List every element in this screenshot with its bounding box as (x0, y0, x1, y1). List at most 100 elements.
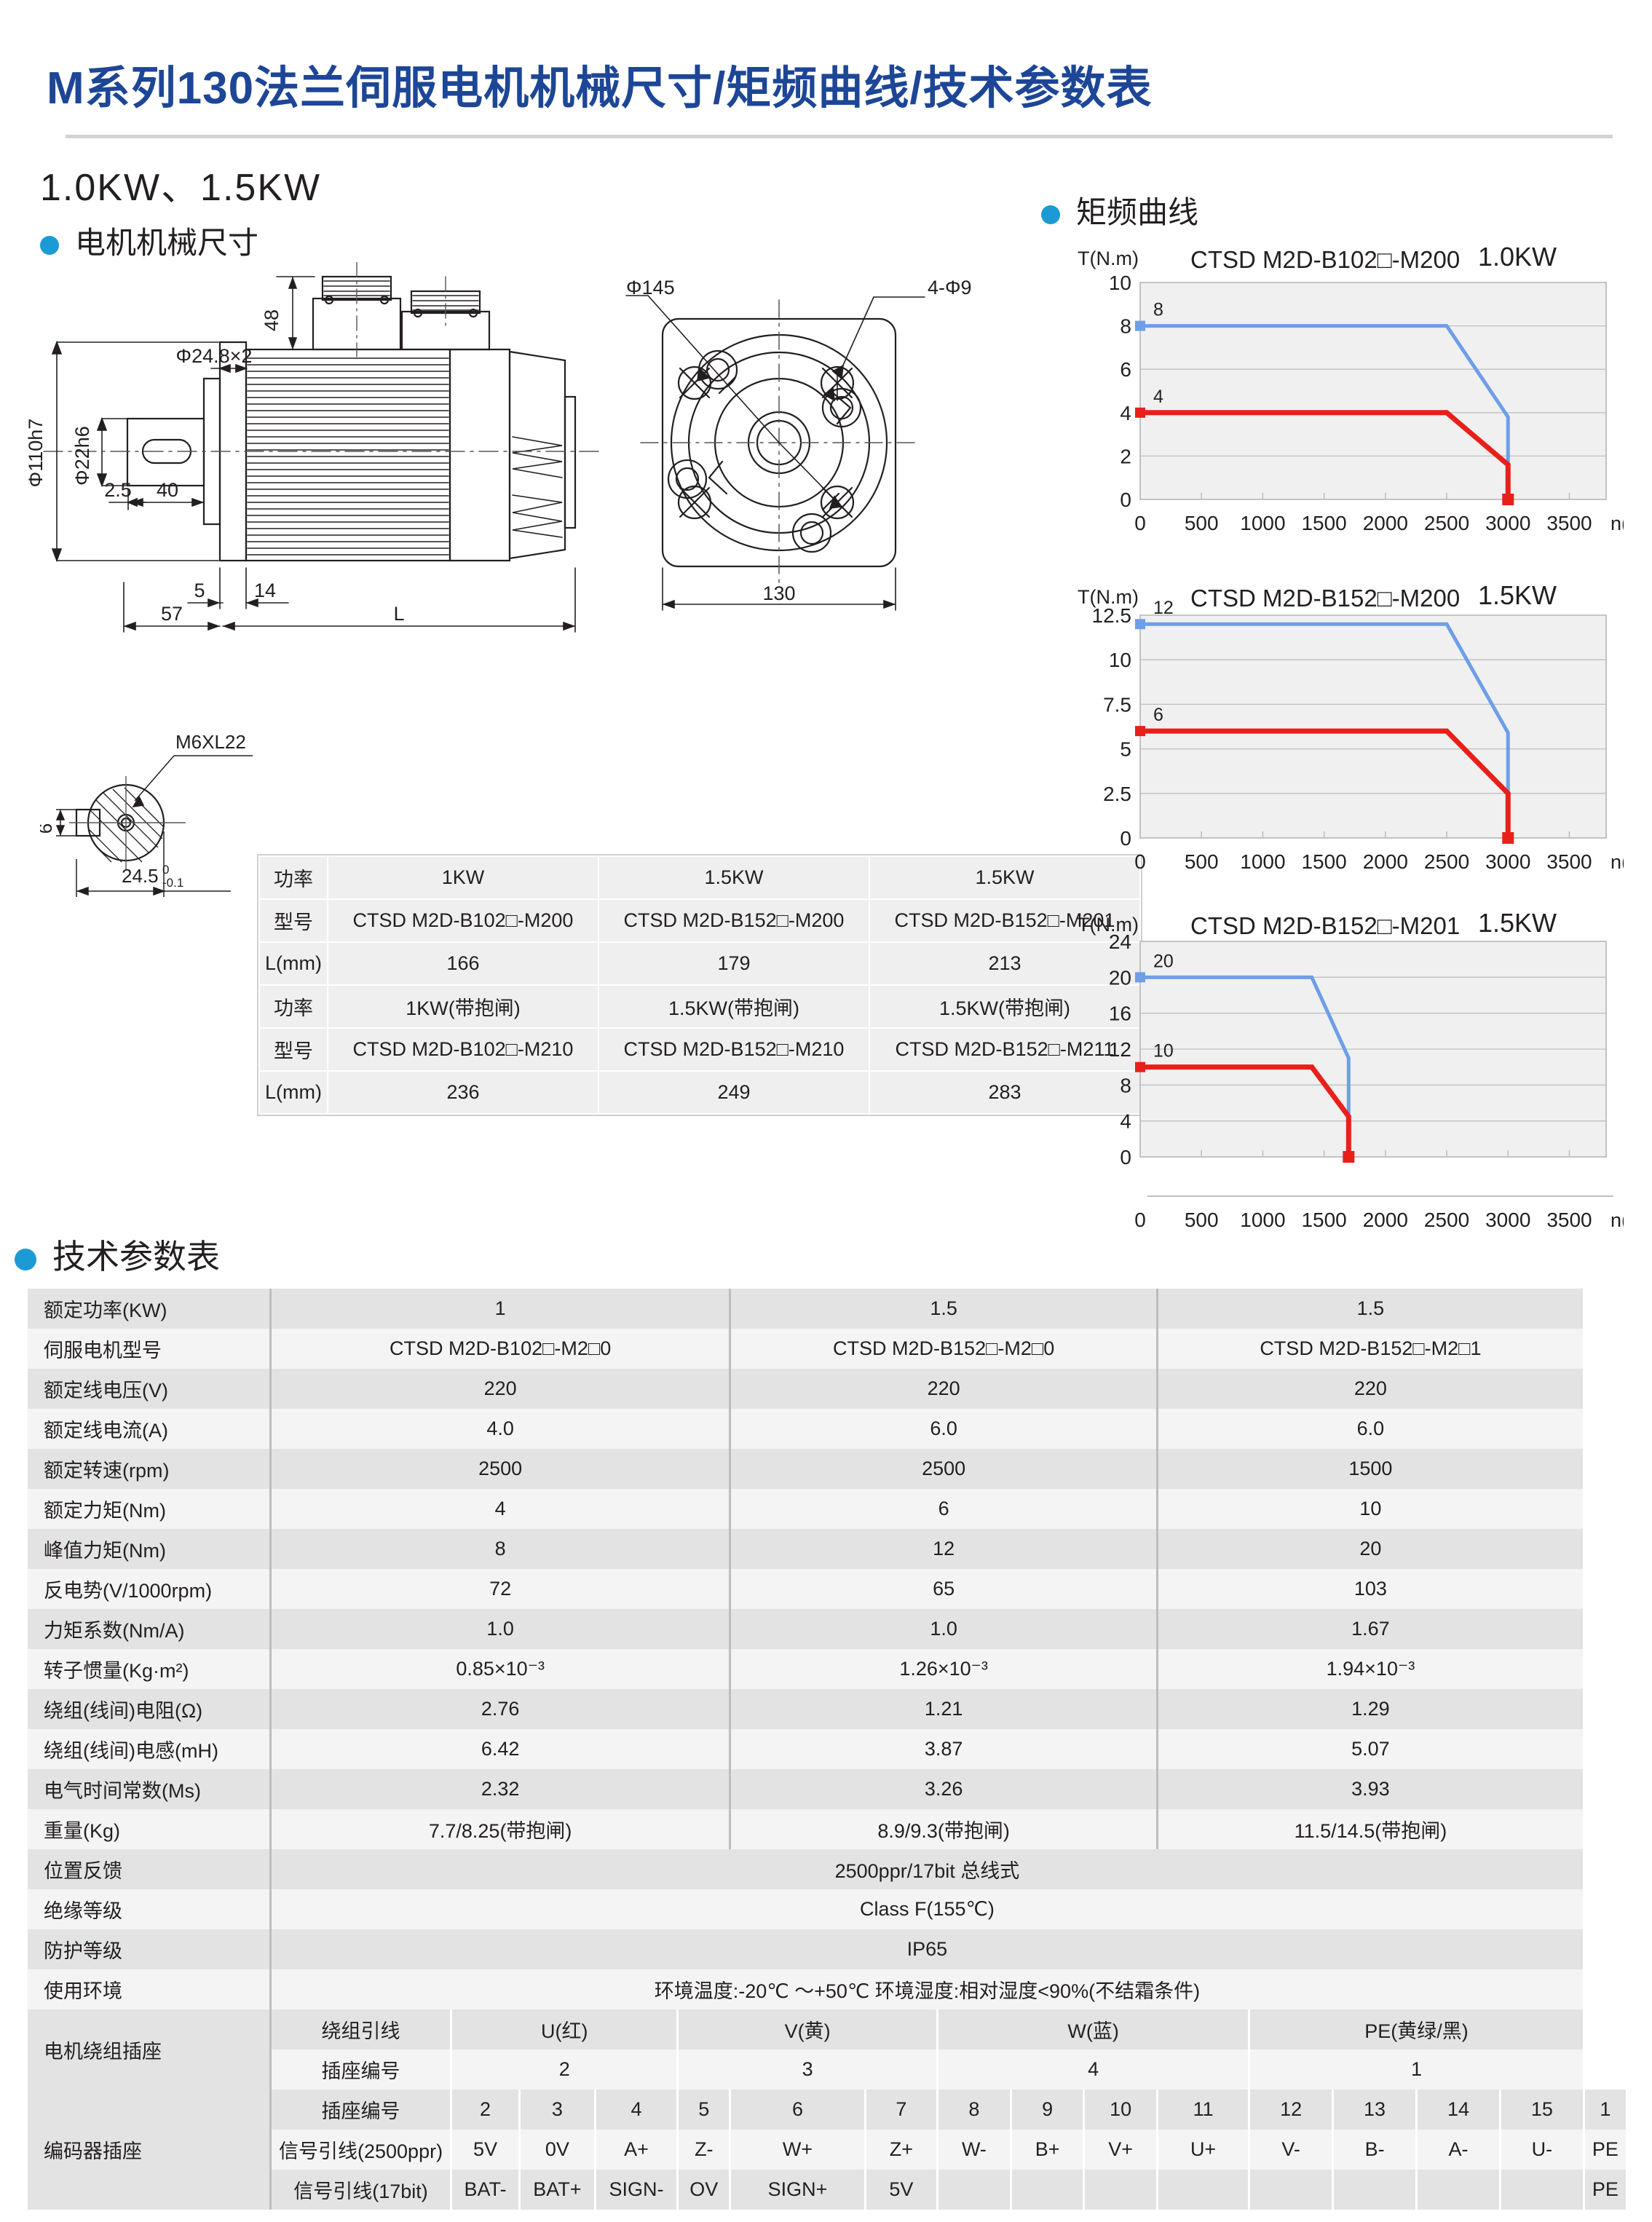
cell: 8.9/9.3(带抱闸) (729, 1809, 1158, 1849)
table-row: 额定力矩(Nm) 4 6 10 (28, 1489, 1627, 1529)
cell: 1KW (327, 855, 599, 900)
cell (1415, 2170, 1501, 2210)
cell: U+ (1155, 2130, 1251, 2170)
cell: 11 (1155, 2089, 1251, 2130)
cell: 1.5KW (869, 855, 1141, 900)
dim-phi24-8: Φ24.8×2 (176, 345, 253, 367)
y-tick-label: 4 (1120, 1110, 1131, 1133)
table-row: 伺服电机型号 CTSD M2D-B102□-M2□0 CTSD M2D-B152□-… (28, 1329, 1627, 1369)
cell: CTSD M2D-B102□-M210 (327, 1027, 599, 1072)
cell: B- (1332, 2130, 1418, 2170)
cell: 220 (729, 1369, 1158, 1409)
cell (936, 2170, 1012, 2210)
cell: 2 (450, 2089, 521, 2130)
sub-label: 信号引线(17bit) (269, 2170, 453, 2210)
series-marker (1135, 407, 1145, 418)
table-row: 使用环境 环境温度:-20℃ ～+50℃ 环境湿度:相对湿度<90%(不结霜条件) (28, 1969, 1627, 2009)
cell: 213 (869, 941, 1141, 986)
cell: 6.0 (729, 1409, 1158, 1449)
cell: 2500 (729, 1449, 1158, 1489)
cell: 12 (1248, 2089, 1335, 2130)
row-label: 额定线电流(A) (28, 1409, 272, 1449)
section-tech-params: 技术参数表 (15, 1230, 220, 1278)
cell (1155, 2170, 1251, 2210)
cell: 2500 (269, 1449, 732, 1489)
sub-label: 信号引线(2500ppr) (269, 2130, 453, 2170)
row-label: 功率 (258, 984, 328, 1029)
dim-130: 130 (762, 582, 795, 604)
cell: 3.87 (729, 1729, 1158, 1769)
table-row: 绕组(线间)电阻(Ω) 2.76 1.21 1.29 (28, 1689, 1627, 1729)
row-label: 额定转速(rpm) (28, 1449, 272, 1489)
cell: BAT+ (518, 2170, 596, 2210)
cell: CTSD M2D-B152□-M210 (598, 1027, 870, 1072)
y-tick-label: 2 (1120, 445, 1131, 467)
x-tick-label: 0 (1134, 850, 1146, 873)
x-tick-label: 3000 (1485, 512, 1530, 534)
dim-L: L (393, 603, 404, 625)
bullet-icon (15, 1248, 36, 1270)
dim-phi110h7: Φ110h7 (25, 419, 47, 488)
cell: 8 (936, 2089, 1012, 2130)
section-motor-dimensions-label: 电机机械尺寸 (75, 226, 259, 260)
row-label: 绕组(线间)电阻(Ω) (28, 1689, 272, 1729)
table-row: 额定线电压(V) 220 220 220 (28, 1369, 1627, 1409)
key-24-5-lower: -0.1 (162, 876, 183, 890)
series-marker (1135, 320, 1145, 331)
cell: V- (1248, 2130, 1335, 2170)
cell: OV (676, 2170, 732, 2210)
cell: 0V (518, 2130, 596, 2170)
cell: 15 (1498, 2089, 1585, 2130)
cell: U- (1498, 2130, 1585, 2170)
cell: 1.5 (729, 1289, 1158, 1329)
cell: 166 (327, 941, 599, 986)
chart-power-label: 1.5KW (1478, 908, 1557, 938)
technical-parameters-table: 额定功率(KW) 1 1.5 1.5 伺服电机型号 CTSD M2D-B102□-M2□0… (28, 1289, 1629, 2210)
x-axis-label: n(rpm) (1610, 851, 1624, 873)
row-label: 反电势(V/1000rpm) (28, 1569, 272, 1609)
x-tick-label: 0 (1134, 1209, 1146, 1231)
table-row: 信号引线(17bit) BAT- BAT+ SIGN- OV SIGN+ 5V PE (28, 2170, 1629, 2210)
cell: 5V (863, 2170, 938, 2210)
series-marker (1502, 494, 1514, 505)
series-marker (1343, 1151, 1355, 1163)
row-label: 型号 (258, 1027, 328, 1072)
x-tick-label: 1000 (1240, 850, 1285, 873)
dim-48: 48 (261, 309, 282, 331)
chart-model-title: CTSD M2D-B102□-M200 (1190, 246, 1461, 273)
cell: 13 (1332, 2089, 1418, 2130)
cell: CTSD M2D-B152□-M200 (598, 898, 870, 943)
chart-canvas: 0 2.5 5 7.5 10 12.5 0 500 1000 1500 2000 2500 3000 35… (1092, 598, 1624, 873)
dim-5: 5 (194, 580, 205, 601)
x-tick-label: 2000 (1363, 512, 1408, 534)
section-torque-curves-label: 矩频曲线 (1076, 195, 1199, 229)
cell (1498, 2170, 1585, 2210)
chart-canvas: 0 4 8 12 16 20 24 0 500 1000 1500 2000 2500 3000 3500 n… (1109, 930, 1624, 1231)
cell: CTSD M2D-B102□-M200 (327, 898, 599, 943)
cell: 1 (1248, 2049, 1585, 2089)
cell: IP65 (269, 1929, 1585, 1969)
row-label: 伺服电机型号 (28, 1329, 272, 1369)
table-row: 反电势(V/1000rpm) 72 65 103 (28, 1569, 1627, 1609)
x-tick-label: 3000 (1485, 850, 1530, 873)
x-tick-label: 1500 (1301, 850, 1346, 873)
row-label: 额定功率(KW) (28, 1289, 272, 1329)
dim-2-5: 2.5 (104, 479, 132, 501)
series-marker (1502, 832, 1514, 844)
cell: 179 (598, 941, 870, 986)
y-tick-label: 5 (1120, 738, 1131, 761)
x-tick-label: 3000 (1485, 1209, 1530, 1231)
table-row: 电气时间常数(Ms) 2.32 3.26 3.93 (28, 1769, 1627, 1809)
cell: 7.7/8.25(带抱闸) (269, 1809, 732, 1849)
cell: CTSD M2D-B102□-M2□0 (269, 1329, 732, 1369)
row-label: 编码器插座 (28, 2089, 272, 2210)
table-row: 绕组(线间)电感(mH) 6.42 3.87 5.07 (28, 1729, 1627, 1769)
y-tick-label: 24 (1109, 930, 1131, 953)
cell: 10 (1155, 1489, 1585, 1529)
cell: 220 (1155, 1369, 1585, 1409)
cell (1009, 2170, 1086, 2210)
cell: 6 (729, 1489, 1158, 1529)
cell: SIGN+ (729, 2170, 866, 2210)
chart-power-label: 1.0KW (1478, 242, 1557, 272)
table-row: L(mm) 166 179 213 (258, 941, 1141, 986)
